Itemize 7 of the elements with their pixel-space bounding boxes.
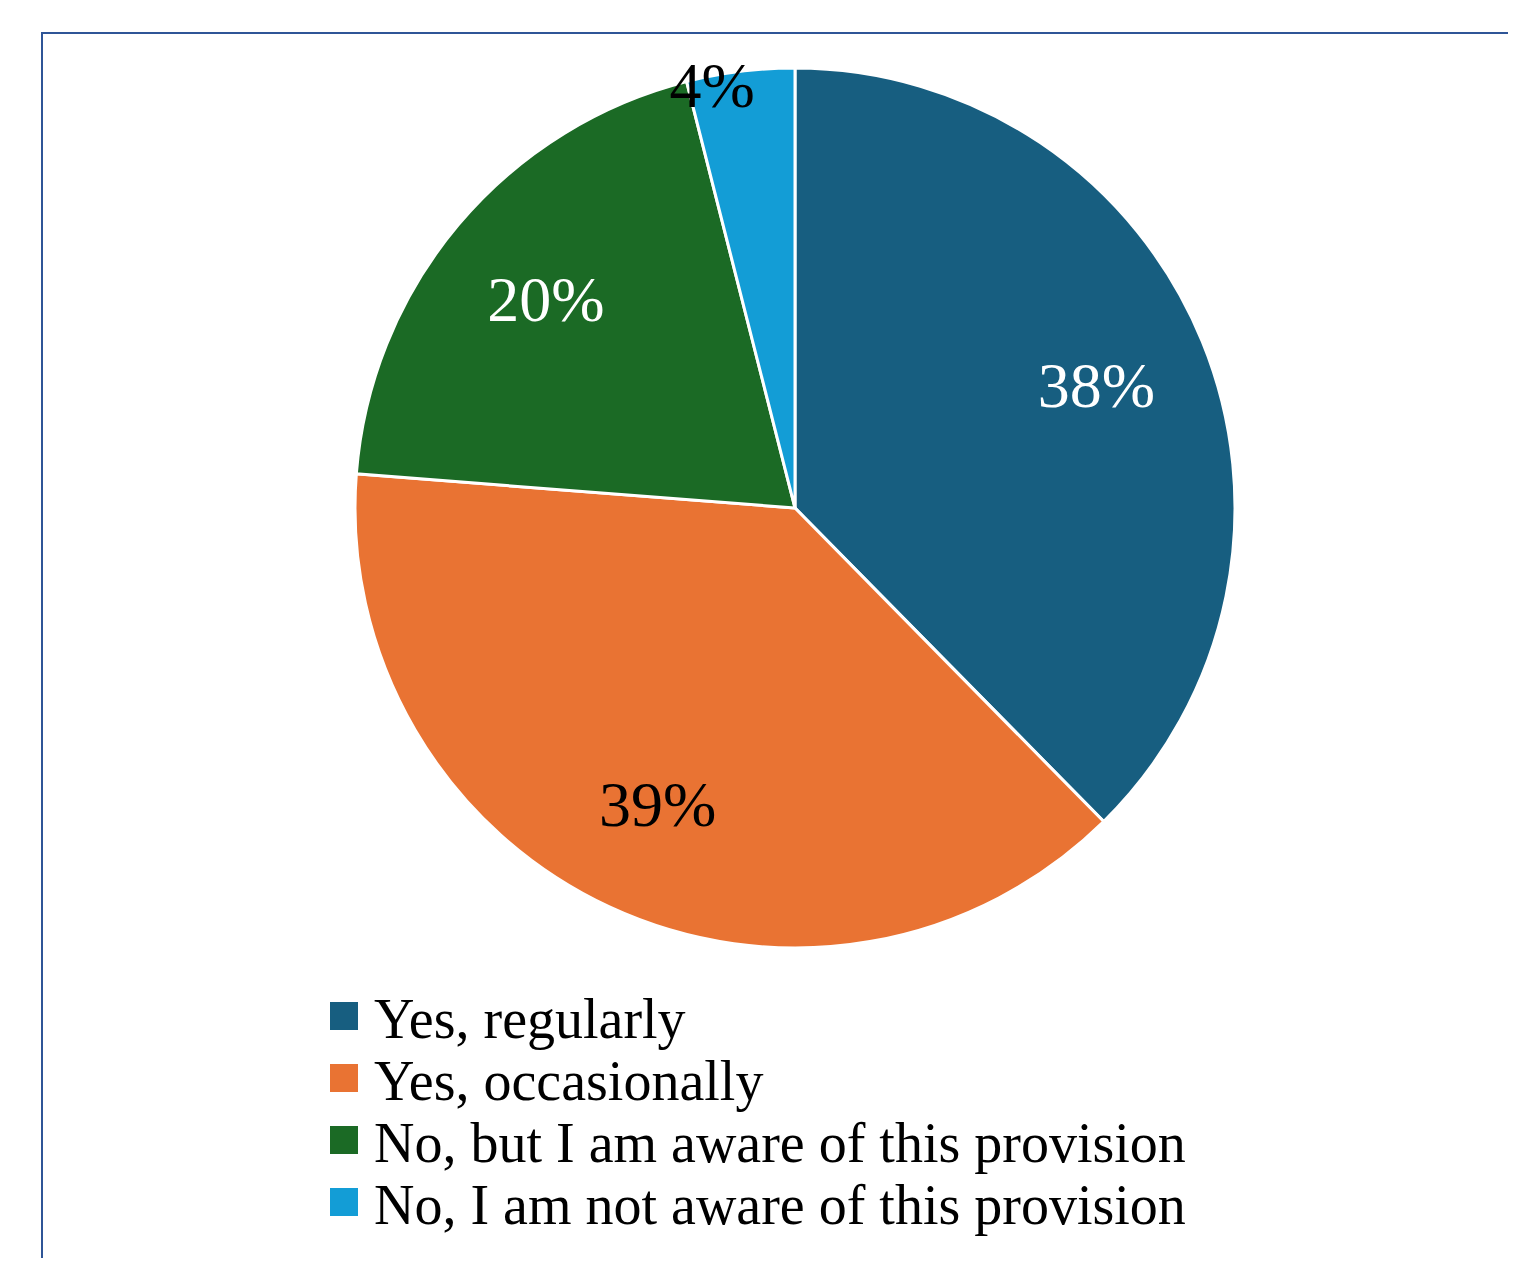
legend-label: Yes, occasionally	[374, 1049, 764, 1112]
legend-label: No, but I am aware of this provision	[374, 1111, 1186, 1174]
legend-label: No, I am not aware of this provision	[374, 1173, 1186, 1236]
legend-label: Yes, regularly	[374, 987, 686, 1050]
data-label: 39%	[598, 768, 717, 840]
data-label: 20%	[487, 263, 605, 335]
data-label: 38%	[1037, 349, 1155, 421]
